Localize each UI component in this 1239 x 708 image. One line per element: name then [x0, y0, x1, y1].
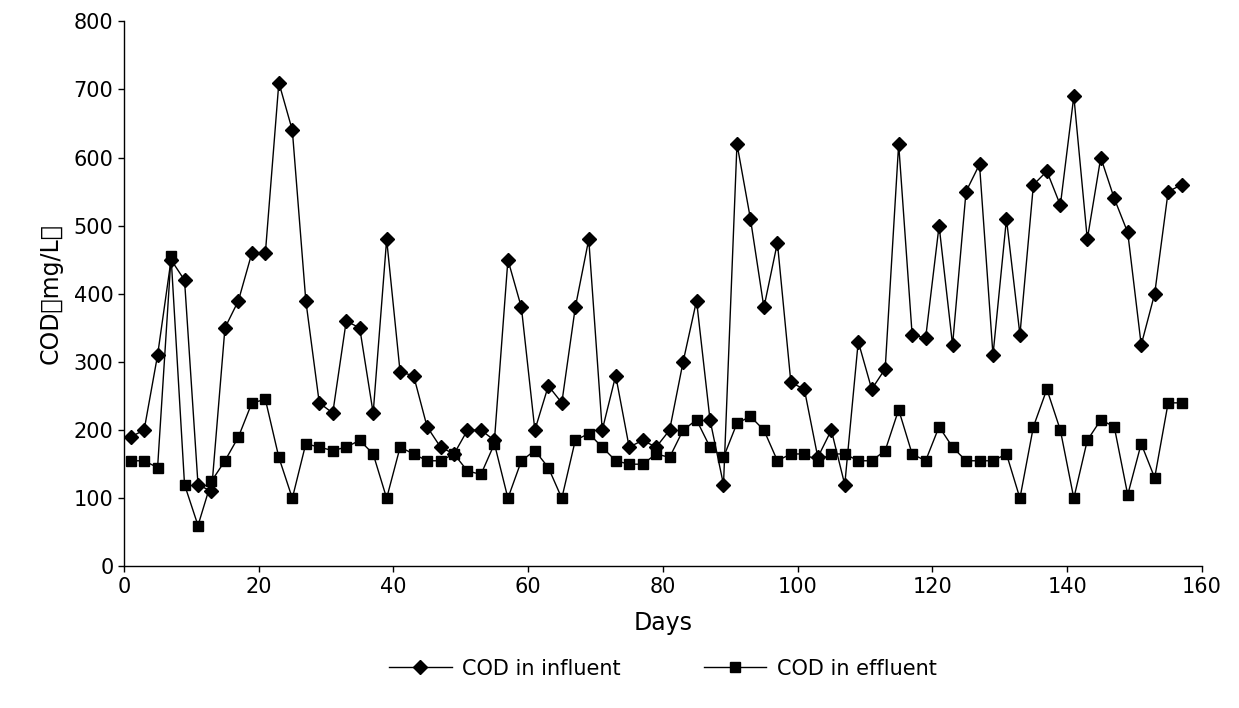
COD in effluent: [918, 457, 933, 465]
COD in influent: [123, 433, 138, 441]
Line: COD in influent: COD in influent: [126, 78, 1187, 496]
COD in influent: [406, 371, 421, 379]
Y-axis label: COD（mg/L）: COD（mg/L）: [38, 224, 62, 364]
COD in influent: [434, 443, 449, 452]
COD in effluent: [567, 436, 582, 445]
COD in effluent: [406, 450, 421, 458]
COD in influent: [204, 487, 219, 496]
COD in effluent: [757, 426, 772, 435]
X-axis label: Days: Days: [633, 611, 693, 634]
Legend: COD in influent, COD in effluent: COD in influent, COD in effluent: [389, 658, 937, 678]
COD in influent: [581, 235, 596, 244]
COD in effluent: [191, 521, 206, 530]
COD in influent: [918, 334, 933, 343]
COD in effluent: [164, 252, 178, 261]
COD in influent: [757, 303, 772, 312]
COD in effluent: [581, 429, 596, 438]
COD in effluent: [434, 457, 449, 465]
COD in influent: [1175, 181, 1189, 189]
COD in effluent: [123, 457, 138, 465]
COD in effluent: [1175, 399, 1189, 407]
COD in influent: [567, 303, 582, 312]
Line: COD in effluent: COD in effluent: [126, 251, 1187, 530]
COD in influent: [271, 79, 286, 87]
